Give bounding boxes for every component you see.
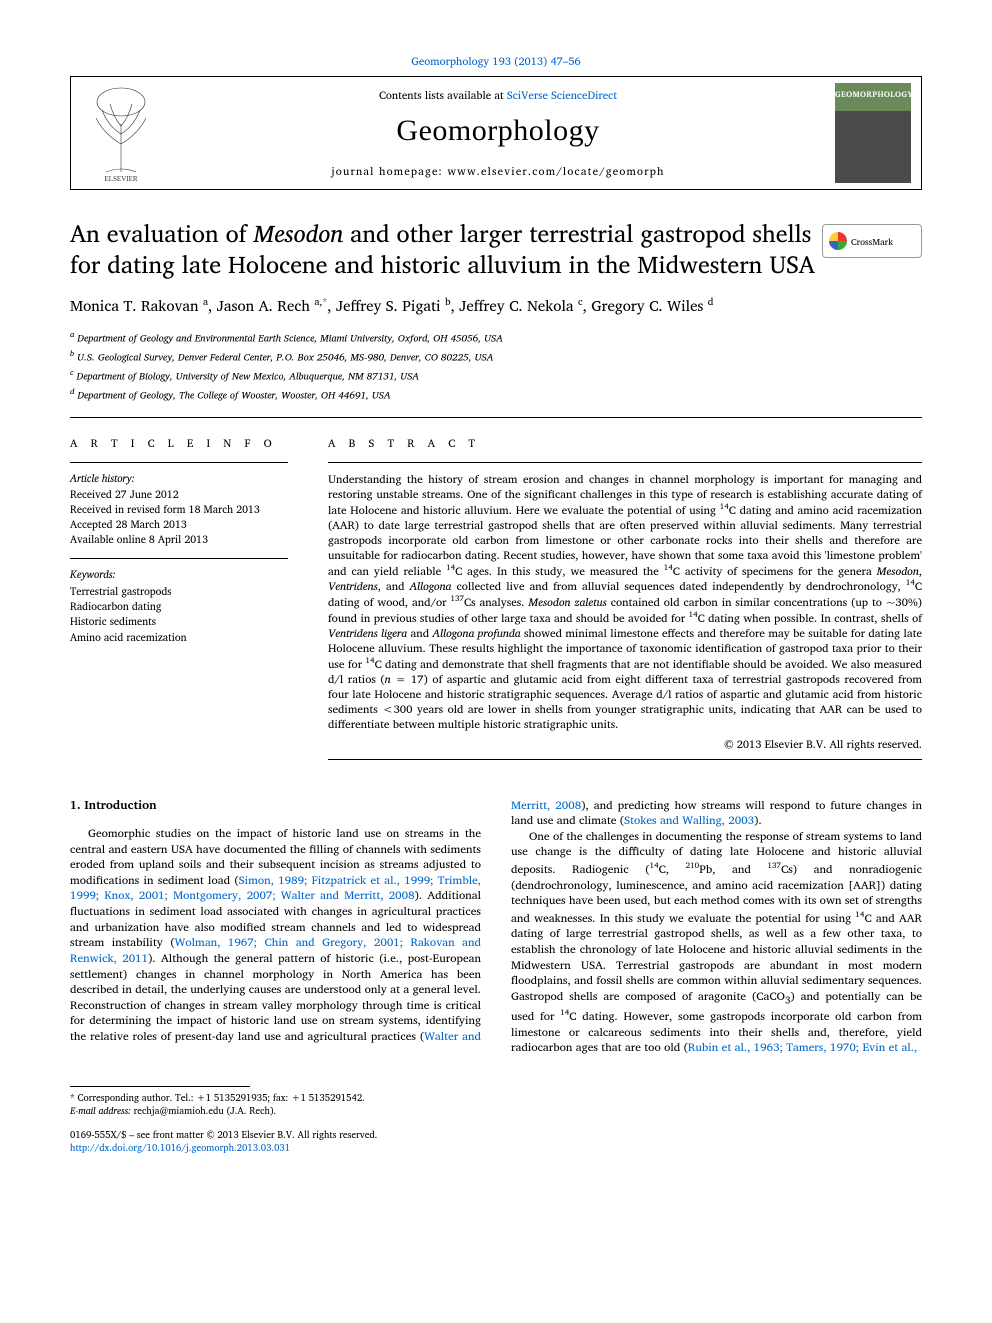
keywords-label: Keywords: (70, 567, 288, 582)
journal-banner: ELSEVIER Contents lists available at Sci… (70, 76, 922, 190)
info-rule-1 (70, 462, 288, 463)
contents-line: Contents lists available at SciVerse Sci… (181, 86, 815, 104)
elsevier-logo: ELSEVIER (71, 73, 171, 193)
crossmark-label: CrossMark (851, 234, 893, 249)
top-citation-link[interactable]: Geomorphology 193 (2013) 47–56 (411, 52, 581, 70)
homepage-url: www.elsevier.com/locate/geomorph (447, 162, 664, 180)
svg-text:ELSEVIER: ELSEVIER (104, 175, 137, 182)
article-title: An evaluation of Mesodon and other large… (70, 218, 830, 279)
ref-link-5[interactable]: Rubin et al., 1963; Tamers, 1970; Evin e… (688, 1038, 917, 1057)
affiliation: b U.S. Geological Survey, Denver Federal… (70, 347, 922, 365)
abstract-heading: A B S T R A C T (328, 434, 922, 452)
affiliation: a Department of Geology and Environmenta… (70, 328, 922, 346)
section-1-title: 1. Introduction (70, 798, 481, 814)
email-suffix: (J.A. Rech). (224, 1104, 276, 1119)
crossmark-badge[interactable]: CrossMark (822, 224, 922, 258)
sciencedirect-link[interactable]: SciVerse ScienceDirect (507, 86, 617, 104)
history-item: Available online 8 April 2013 (70, 532, 288, 547)
article-title-line2: for dating late Holocene and historic al… (70, 244, 815, 284)
journal-cover-label: GEOMORPHOLOGY (835, 87, 911, 101)
abstract-rule-bottom (328, 759, 922, 760)
divider-top (70, 417, 922, 418)
affiliation: d Department of Geology, The College of … (70, 385, 922, 403)
abstract: A B S T R A C T Understanding the histor… (328, 434, 922, 768)
journal-title: Geomorphology (181, 114, 815, 148)
abstract-copyright: © 2013 Elsevier B.V. All rights reserved… (328, 735, 922, 753)
doi-link[interactable]: http://dx.doi.org/10.1016/j.geomorph.201… (70, 1141, 290, 1156)
authors: Monica T. Rakovan a, Jason A. Rech a,*, … (70, 293, 922, 318)
body-text: 1. Introduction Geomorphic studies on th… (70, 798, 922, 1056)
email-line: E-mail address: rechja@miamioh.edu (J.A.… (70, 1106, 922, 1119)
paragraph-2: One of the challenges in documenting the… (511, 829, 922, 1056)
article-info-heading: A R T I C L E I N F O (70, 434, 288, 452)
abstract-text: Understanding the history of stream eros… (328, 471, 922, 731)
history-list: Received 27 June 2012Received in revised… (70, 487, 288, 546)
footnotes: * Corresponding author. Tel.: +1 5135291… (70, 1093, 922, 1119)
journal-cover: GEOMORPHOLOGY (825, 73, 921, 193)
email-link[interactable]: rechja@miamioh.edu (134, 1104, 224, 1119)
history-label: Article history: (70, 471, 288, 486)
elsevier-tree-icon: ELSEVIER (84, 84, 158, 182)
contents-prefix: Contents lists available at (379, 86, 507, 104)
email-label: E-mail address: (70, 1104, 134, 1119)
keyword: Amino acid racemization (70, 630, 288, 645)
affiliations: a Department of Geology and Environmenta… (70, 328, 922, 402)
keywords-list: Terrestrial gastropodsRadiocarbon dating… (70, 584, 288, 645)
top-citation: Geomorphology 193 (2013) 47–56 (70, 52, 922, 70)
homepage-line: journal homepage: www.elsevier.com/locat… (181, 162, 815, 180)
bottom-meta: 0169-555X/$ – see front matter © 2013 El… (70, 1130, 922, 1156)
article-info: A R T I C L E I N F O Article history: R… (70, 434, 288, 768)
crossmark-icon (829, 232, 847, 250)
homepage-prefix: journal homepage: (331, 162, 447, 180)
abstract-rule (328, 462, 922, 463)
affiliation: c Department of Biology, University of N… (70, 366, 922, 384)
info-rule-2 (70, 558, 288, 559)
